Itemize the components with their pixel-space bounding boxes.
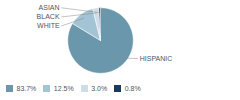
svg-text:BLACK: BLACK [37, 13, 60, 20]
html-text:3.0%: 3.0% [91, 84, 108, 92]
svg-text:WHITE: WHITE [37, 22, 60, 29]
html-text:0.8%: 0.8% [124, 84, 141, 92]
html-text:83.7%: 83.7% [16, 84, 37, 92]
svg-text:HISPANIC: HISPANIC [140, 55, 173, 62]
html-text:12.5%: 12.5% [53, 84, 74, 92]
svg-text:ASIAN: ASIAN [39, 4, 60, 11]
